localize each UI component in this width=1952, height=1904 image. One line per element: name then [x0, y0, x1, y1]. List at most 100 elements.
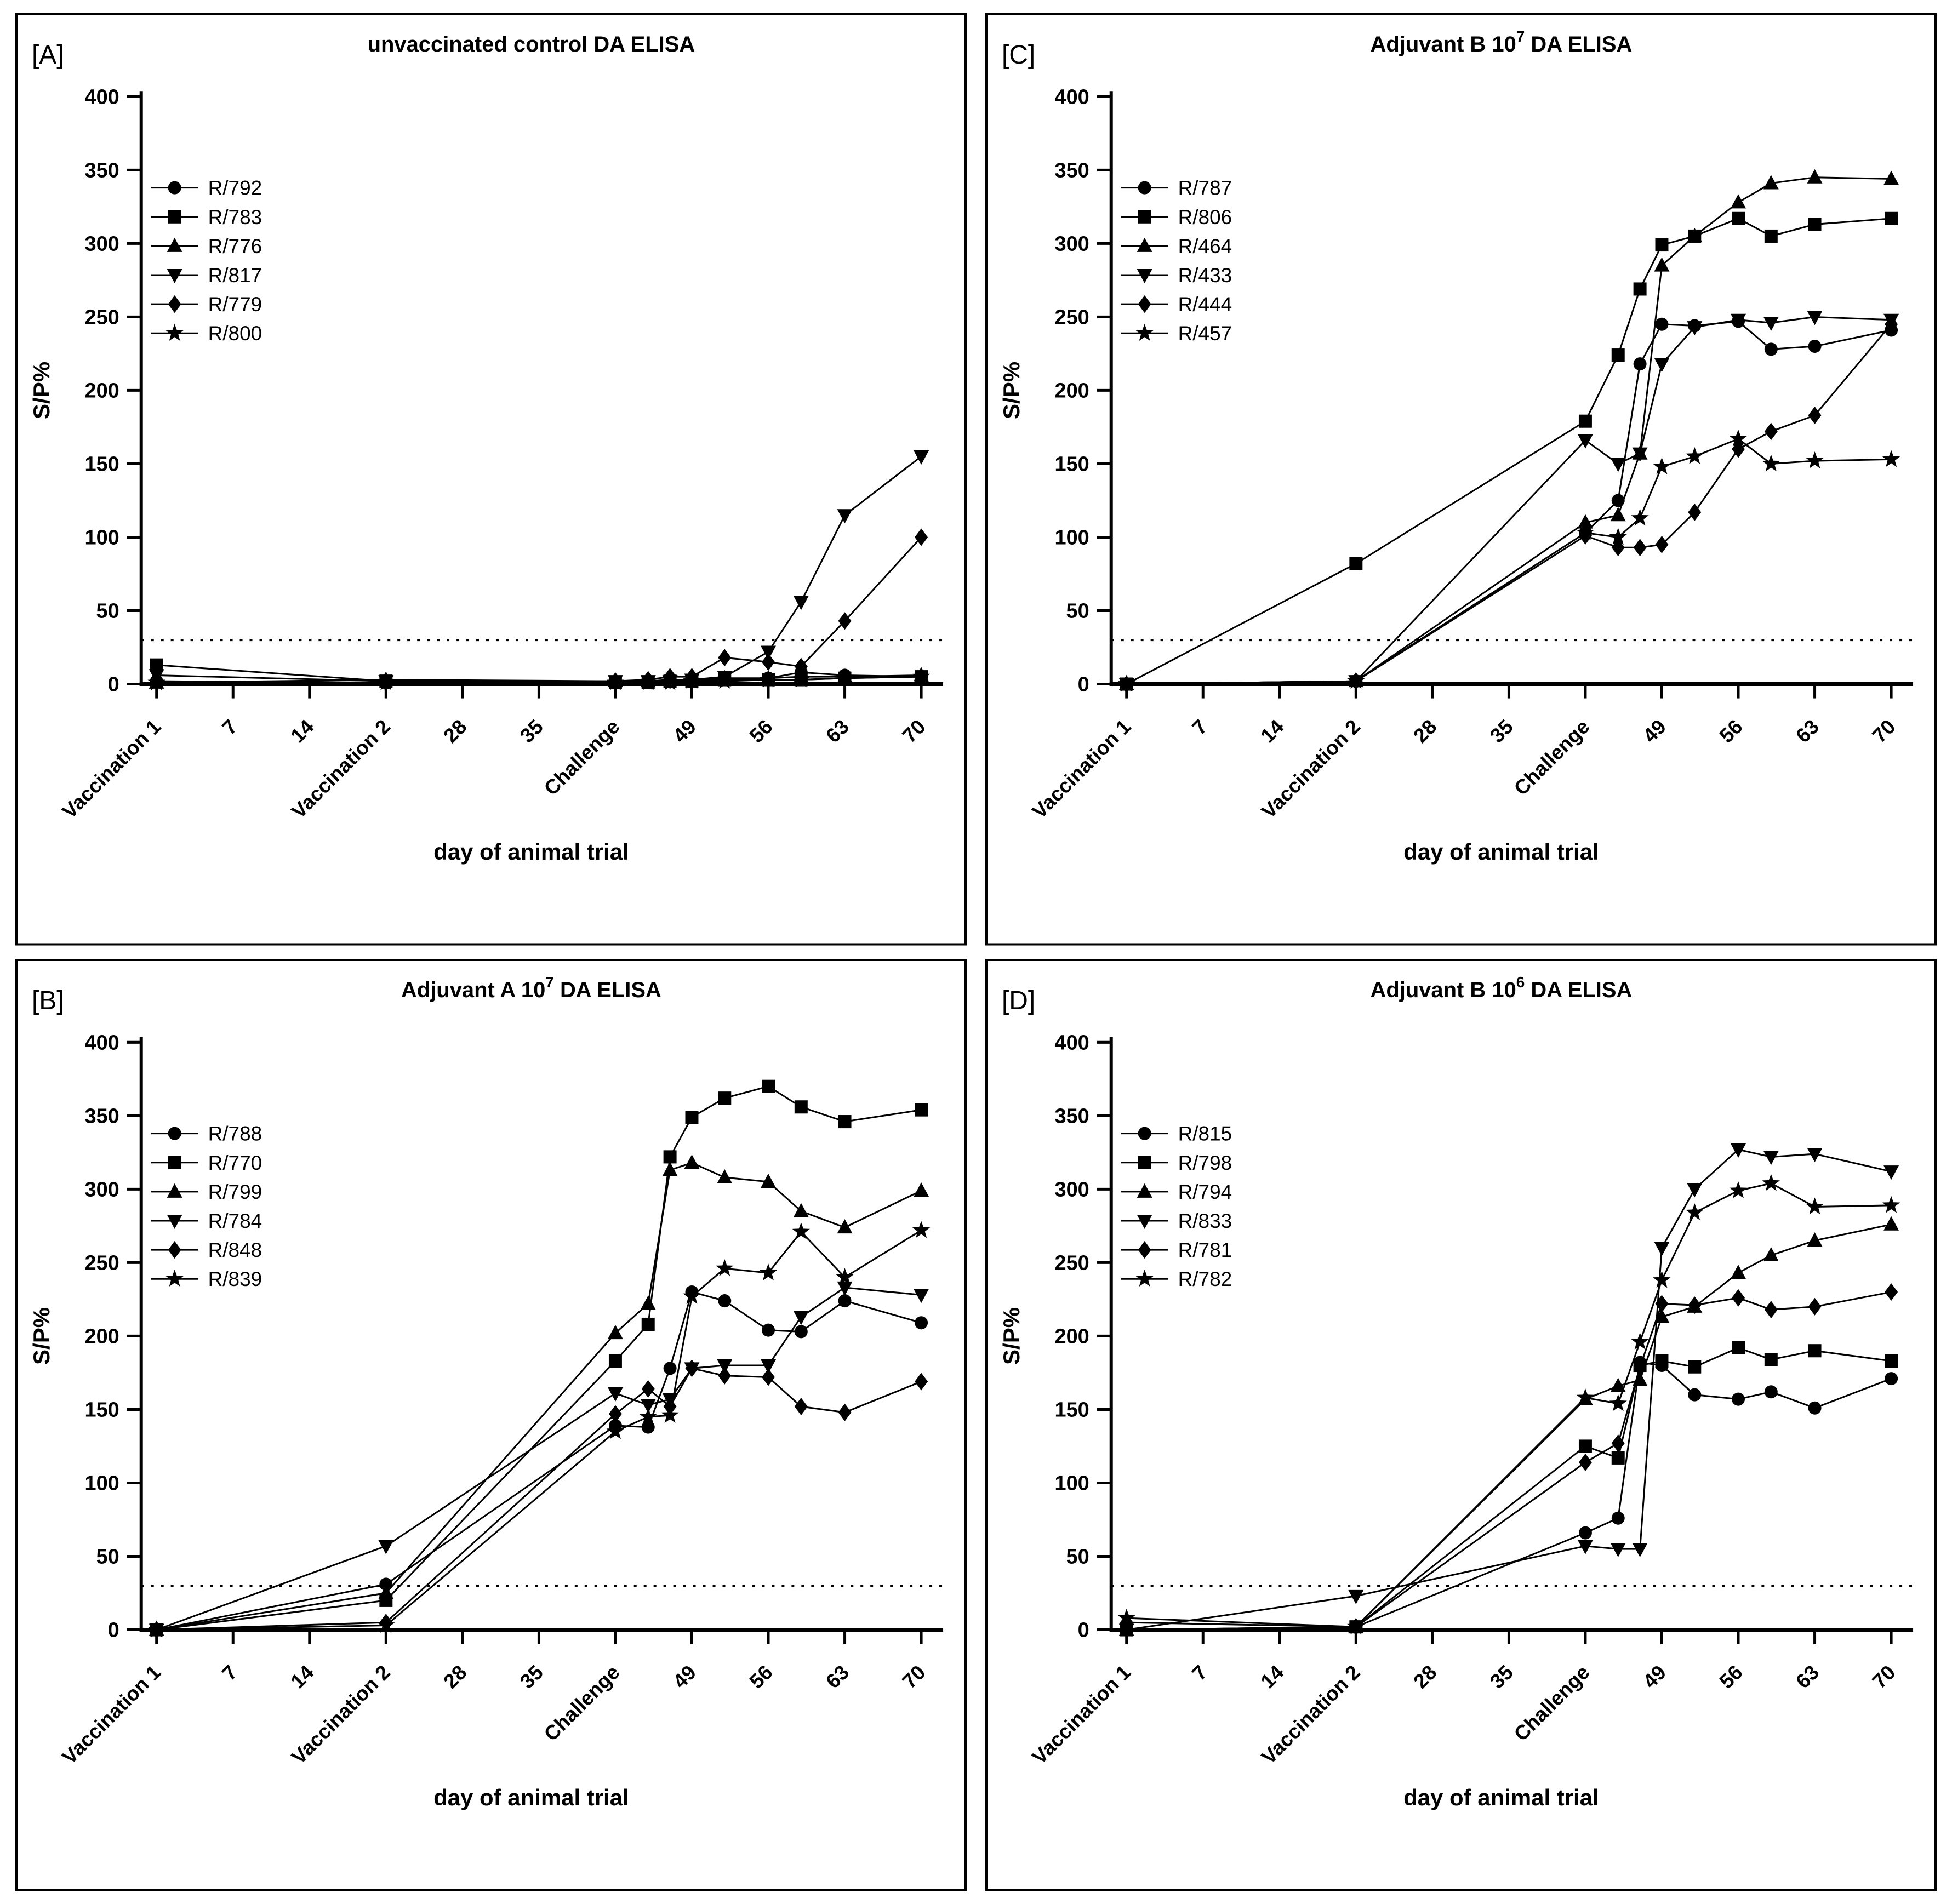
- y-tick-label: 0: [1078, 1619, 1089, 1642]
- legend-label: R/848: [208, 1238, 262, 1261]
- y-tick-label: 300: [84, 232, 119, 255]
- series-R-444: [1120, 315, 1898, 693]
- x-tick-label: 49: [668, 1660, 700, 1693]
- series-R-833: [1118, 1143, 1899, 1638]
- y-tick-label: 50: [96, 1545, 119, 1568]
- series-R-779: [150, 528, 928, 691]
- y-tick-label: 350: [84, 159, 119, 182]
- legend-label: R/806: [1178, 205, 1232, 228]
- y-tick-label: 50: [1066, 599, 1089, 622]
- series-R-457: [1117, 429, 1900, 692]
- y-tick-label: 400: [1054, 85, 1089, 108]
- y-tick-label: 150: [84, 453, 119, 476]
- legend-label: R/784: [208, 1209, 262, 1232]
- x-tick-label: Vaccination 1: [1028, 1660, 1135, 1768]
- legend-label: R/781: [1178, 1238, 1232, 1261]
- x-tick-label: 35: [1485, 1660, 1517, 1693]
- legend-label: R/800: [208, 322, 262, 345]
- legend: R/787 R/806 R/464 R/433 R/444 R/457: [1121, 176, 1232, 345]
- legend-label: R/792: [208, 176, 262, 199]
- series-R-781: [1120, 1283, 1898, 1636]
- x-tick-label: Vaccination 1: [58, 715, 165, 823]
- y-tick-label: 250: [84, 1251, 119, 1274]
- legend: R/815 R/798 R/794 R/833 R/781 R/782: [1121, 1122, 1232, 1290]
- x-tick-label: 56: [745, 715, 777, 747]
- legend-label: R/779: [208, 293, 262, 316]
- legend-label: R/798: [1178, 1151, 1232, 1174]
- x-tick-label: 63: [821, 715, 853, 747]
- legend: R/788 R/770 R/799 R/784 R/848 R/839: [151, 1122, 262, 1290]
- x-tick-label: Challenge: [539, 715, 624, 800]
- y-tick-label: 100: [84, 526, 119, 549]
- y-tick-label: 0: [108, 673, 119, 696]
- y-tick-label: 200: [84, 1325, 119, 1348]
- x-tick-label: Vaccination 1: [1028, 715, 1135, 823]
- x-axis-label: day of animal trial: [433, 1785, 629, 1810]
- chart-title: Adjuvant B 106 DA ELISA: [1370, 974, 1632, 1002]
- x-tick-label: 49: [668, 715, 700, 747]
- x-tick-label: Challenge: [1509, 715, 1594, 800]
- x-tick-label: 49: [1638, 715, 1670, 747]
- x-tick-label: 35: [1485, 715, 1517, 747]
- y-tick-label: 350: [1054, 159, 1089, 182]
- y-tick-label: 250: [1054, 306, 1089, 329]
- legend-label: R/788: [208, 1122, 262, 1145]
- y-tick-label: 400: [84, 1031, 119, 1054]
- series-R-787: [1120, 315, 1898, 691]
- series-R-799: [149, 1154, 929, 1636]
- series-R-848: [150, 1359, 928, 1639]
- y-tick-label: 150: [1054, 453, 1089, 476]
- y-axis-label: S/P%: [28, 1307, 54, 1364]
- x-tick-label: 70: [1868, 715, 1900, 747]
- series-R-770: [150, 1079, 928, 1637]
- y-tick-label: 100: [1054, 1472, 1089, 1495]
- y-tick-label: 150: [1054, 1398, 1089, 1421]
- x-tick-label: 56: [745, 1660, 777, 1693]
- series-R-817: [149, 450, 929, 690]
- y-tick-label: 0: [108, 1619, 119, 1642]
- x-tick-label: 70: [1868, 1660, 1900, 1693]
- panel-adjuvant-B-1e7: [C] Adjuvant B 107 DA ELISA 0 50 100 150 200 25…: [985, 13, 1937, 946]
- legend-label: R/833: [1178, 1209, 1232, 1232]
- legend-label: R/839: [208, 1267, 262, 1290]
- series-R-782: [1117, 1174, 1900, 1634]
- panel-adjuvant-A-1e7: [B] Adjuvant A 107 DA ELISA 0 50 100 150 200 25…: [15, 958, 967, 1891]
- y-axis-label: S/P%: [998, 1307, 1024, 1364]
- x-tick-label: 70: [898, 715, 930, 747]
- legend-label: R/457: [1178, 322, 1232, 345]
- series-R-800: [147, 667, 931, 690]
- series-R-815: [1120, 1356, 1898, 1637]
- y-tick-label: 400: [84, 85, 119, 108]
- legend-label: R/783: [208, 205, 262, 228]
- x-tick-label: 56: [1715, 715, 1747, 747]
- legend-label: R/433: [1178, 264, 1232, 287]
- y-tick-label: 350: [84, 1105, 119, 1128]
- y-tick-label: 250: [84, 306, 119, 329]
- panel-corner-label: [C]: [1002, 41, 1035, 70]
- panel-corner-label: [A]: [32, 41, 64, 70]
- legend-label: R/770: [208, 1151, 262, 1174]
- legend-label: R/794: [1178, 1180, 1232, 1203]
- x-axis-label: day of animal trial: [1403, 839, 1599, 865]
- x-tick-label: 14: [1256, 714, 1288, 747]
- x-tick-label: 70: [898, 1660, 930, 1693]
- y-tick-label: 250: [1054, 1251, 1089, 1274]
- x-tick-label: 14: [1256, 1660, 1288, 1693]
- legend-label: R/787: [1178, 176, 1232, 199]
- y-axis-label: S/P%: [998, 362, 1024, 419]
- x-tick-label: 63: [1791, 1660, 1823, 1693]
- series-R-464: [1118, 169, 1899, 690]
- x-tick-label: Challenge: [539, 1660, 624, 1745]
- x-tick-label: 28: [439, 1660, 471, 1693]
- x-tick-label: 7: [218, 715, 242, 739]
- panel-adjuvant-B-1e6: [D] Adjuvant B 106 DA ELISA 0 50 100 150 200 25…: [985, 958, 1937, 1891]
- legend: R/792 R/783 R/776 R/817 R/779 R/800: [151, 176, 262, 345]
- chart-panel-B: [B] Adjuvant A 107 DA ELISA 0 50 100 150 200 25…: [15, 958, 967, 1891]
- x-tick-label: 49: [1638, 1660, 1670, 1693]
- series-R-798: [1120, 1341, 1898, 1637]
- x-tick-label: 28: [1409, 1660, 1441, 1693]
- legend-label: R/817: [208, 264, 262, 287]
- x-tick-label: Challenge: [1509, 1660, 1594, 1745]
- x-tick-label: 63: [1791, 715, 1823, 747]
